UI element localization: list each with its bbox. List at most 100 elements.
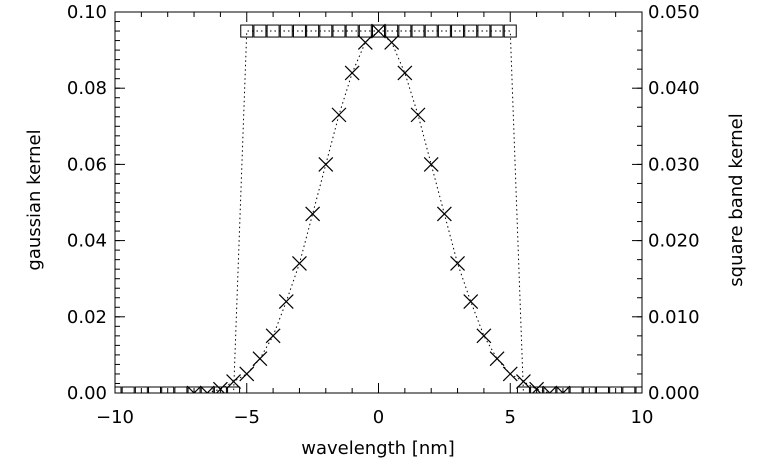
x-tick-label: 10 [631,407,654,428]
gaussian-point-stroke [292,256,307,271]
square-band-point [411,24,425,38]
gaussian-point-stroke [423,156,439,172]
gaussian-point-stroke [502,366,518,382]
gaussian-point [384,35,400,50]
gaussian-point-stroke [318,156,334,172]
square-band-point [451,24,465,38]
square-band-line [115,30,642,393]
square-band-point [345,24,359,38]
square-band-point [134,386,148,393]
square-band-point [174,386,188,393]
gaussian-point [239,366,255,382]
square-band-point [398,24,412,38]
square-band-point [385,24,399,38]
gaussian-point-stroke [226,374,241,389]
gaussian-point-stroke [239,366,255,382]
gaussian-point [331,107,347,123]
square-band-point [292,24,306,38]
gaussian-point [318,156,334,172]
axes: −10 −5 0 5 10 0.00 0.02 0.04 0.06 0.08 0.10 0.000 0.… [67,2,700,428]
gaussian-point-stroke [555,385,564,393]
gaussian-point-stroke [305,206,321,222]
gaussian-point [502,366,518,382]
square-band-point [306,24,320,38]
square-band-point [595,386,609,393]
gaussian-point [252,351,268,367]
gaussian-point-stroke [548,385,558,393]
gaussian-point [199,385,215,393]
square-band-point [609,386,623,393]
square-band-point [464,24,478,38]
gaussian-point-stroke [265,328,281,344]
gaussian-point-stroke [463,294,479,309]
gaussian-point [357,35,373,50]
gaussian-point [226,374,241,389]
y-tick-label: 0.04 [67,231,107,252]
x-tick-label: −10 [96,407,134,428]
square-band-point [121,386,135,393]
gaussian-point [292,256,307,271]
square-band-point [530,386,544,393]
gaussian-point-stroke [397,65,413,81]
square-band-point [279,24,293,38]
square-band-point [319,24,333,38]
square-band-point [437,24,451,38]
gaussian-point-stroke [331,107,347,123]
plot-area [115,23,642,393]
gaussian-point-stroke [252,351,268,367]
square-band-point [490,24,504,38]
gaussian-point [344,65,360,81]
y2-tick-label: 0.040 [648,78,700,99]
gaussian-line [194,30,563,393]
gaussian-point [489,351,505,367]
gaussian-point-stroke [516,374,531,389]
x-axis-title: wavelength [nm] [301,438,455,459]
gaussian-point [516,374,531,389]
gaussian-point [463,294,479,309]
square-band-point [372,24,385,38]
square-band-point [543,386,557,393]
square-band-point [516,386,530,393]
gaussian-point-stroke [476,328,492,344]
y-tick-label: 0.02 [67,307,107,328]
gaussian-point [450,256,465,271]
y2-tick-label: 0.050 [648,2,700,23]
square-band-point [622,386,636,393]
y2-tick-label: 0.030 [648,154,700,175]
gaussian-point [305,206,321,222]
y2-tick-label: 0.000 [648,383,700,404]
gaussian-point-stroke [450,256,465,271]
gaussian-point-stroke [384,35,400,50]
square-band-point [266,24,280,38]
y-tick-label: 0.06 [67,154,107,175]
y2-tick-label: 0.020 [648,231,700,252]
y-tick-label: 0.00 [67,383,107,404]
square-band-point [424,24,438,38]
y2-tick-label: 0.010 [648,307,700,328]
x-tick-label: 0 [373,407,384,428]
y-tick-label: 0.10 [67,2,107,23]
square-band-point [503,24,517,38]
gaussian-point-stroke [344,65,360,81]
plot-frame [114,11,643,394]
y-tick-label: 0.08 [67,78,107,99]
gaussian-point-stroke [206,385,215,393]
gaussian-point [555,385,571,393]
gaussian-point [436,206,452,222]
x-tick-label: 5 [505,407,516,428]
gaussian-point-stroke [199,385,209,393]
square-band-point [332,24,346,38]
square-band-point [213,386,227,393]
square-band-point [253,24,267,38]
square-band-point [569,386,583,393]
square-band-point [227,386,241,393]
gaussian-point [278,294,294,309]
y2-axis-title: square band kernel [726,113,747,286]
square-band-point [240,24,254,38]
gaussian-point [186,385,202,393]
gaussian-point-stroke [193,385,202,393]
square-band-point [148,386,162,393]
gaussian-point-stroke [410,107,426,123]
gaussian-point-stroke [278,294,294,309]
gaussian-point-stroke [357,35,373,50]
